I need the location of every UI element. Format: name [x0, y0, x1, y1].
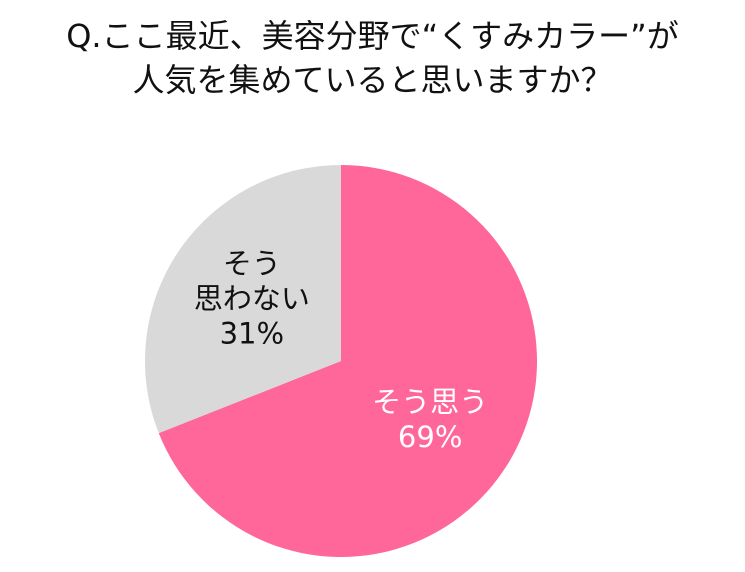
chart-title-line-1: Q.ここ最近、美容分野で“くすみカラー”が — [66, 17, 679, 55]
chart-title: Q.ここ最近、美容分野で“くすみカラー”が 人気を集めていると思いますか？ — [0, 14, 745, 102]
pie-slice-0-value-label: 69% — [398, 420, 462, 454]
pie-slice-1-label-line-1: 思わない — [194, 281, 310, 315]
pie-slice-0-label-line-0: そう思う — [372, 385, 488, 419]
chart-title-line-2: 人気を集めていると思いますか？ — [132, 61, 613, 99]
pie-slice-1 — [145, 165, 341, 434]
pie-slice-0 — [158, 165, 537, 558]
pie-slice-1-label-line-0: そう — [223, 246, 281, 280]
pie-slice-1-value-label: 31% — [220, 316, 284, 350]
